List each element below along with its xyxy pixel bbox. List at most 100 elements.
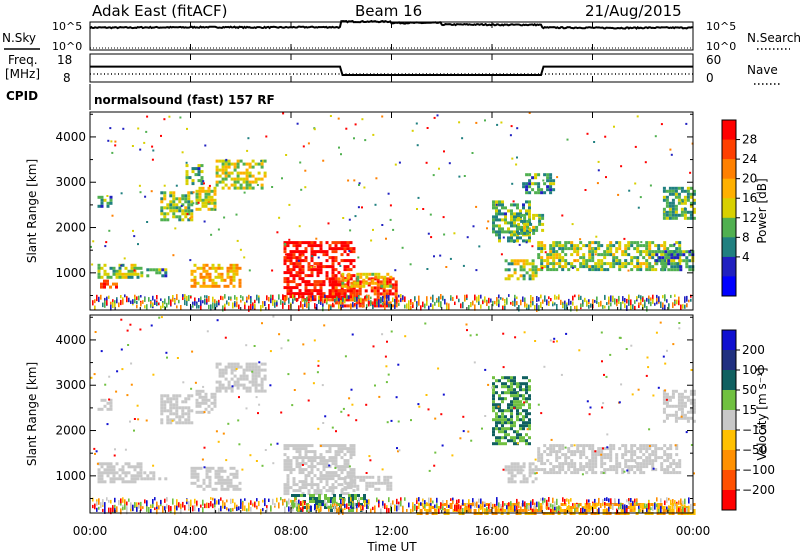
heatmap-cell	[675, 241, 679, 245]
noise-speck	[425, 161, 428, 164]
heatmap-cell	[341, 278, 345, 282]
heatmap-cell	[636, 241, 640, 245]
heatmap-cell	[152, 474, 156, 478]
heatmap-cell	[349, 274, 353, 278]
heatmap-cell	[319, 474, 323, 478]
heatmap-cell	[334, 286, 338, 290]
heatmap-cell	[340, 465, 344, 469]
heatmap-cell	[362, 278, 366, 282]
heatmap-cell	[133, 477, 137, 481]
noise-speck	[634, 507, 636, 511]
heatmap-cell	[245, 365, 249, 369]
heatmap-cell	[606, 453, 610, 457]
noise-speck	[536, 501, 538, 508]
noise-speck	[130, 300, 132, 304]
heatmap-cell	[193, 269, 197, 273]
noise-speck	[370, 239, 373, 242]
heatmap-cell	[501, 391, 504, 395]
noise-speck	[614, 498, 616, 504]
heatmap-cell	[648, 262, 652, 266]
heatmap-cell	[340, 259, 344, 263]
heatmap-cell	[668, 189, 672, 193]
heatmap-cell	[394, 304, 398, 308]
heatmap-cell	[645, 259, 649, 263]
heatmap-cell	[683, 416, 687, 420]
heatmap-cell	[660, 468, 664, 472]
heatmap-cell	[488, 509, 492, 512]
noise-speck	[206, 295, 208, 299]
noise-speck	[94, 305, 96, 309]
date-title: 21/Aug/2015	[585, 2, 682, 20]
heatmap-cell	[230, 371, 234, 375]
heatmap-cell	[630, 459, 634, 463]
noise-speck	[222, 296, 224, 301]
heatmap-cell	[190, 409, 194, 413]
noise-speck	[282, 502, 284, 506]
heatmap-cell	[236, 165, 240, 169]
heatmap-cell	[576, 250, 580, 254]
heatmap-cell	[532, 228, 536, 232]
heatmap-cell	[254, 389, 258, 393]
noise-speck	[540, 301, 542, 308]
noise-speck	[376, 497, 378, 502]
heatmap-cell	[263, 389, 267, 393]
heatmap-cell	[636, 268, 640, 272]
heatmap-cell	[236, 380, 240, 384]
heatmap-cell	[348, 494, 351, 497]
heatmap-cell	[495, 412, 498, 416]
noise-speck	[564, 303, 566, 311]
heatmap-cell	[352, 265, 356, 269]
heatmap-cell	[239, 171, 243, 175]
heatmap-cell	[651, 265, 655, 269]
noise-speck	[674, 500, 676, 504]
heatmap-cell	[522, 268, 526, 272]
heatmap-cell	[127, 275, 131, 279]
heatmap-cell	[558, 259, 562, 263]
heatmap-cell	[537, 185, 541, 189]
heatmap-cell	[516, 465, 520, 469]
noise-speck	[105, 241, 108, 244]
noise-speck	[554, 501, 556, 507]
heatmap-cell	[654, 453, 658, 457]
heatmap-cell	[573, 247, 577, 251]
heatmap-cell	[558, 247, 562, 251]
heatmap-cell	[546, 253, 550, 257]
heatmap-cell	[615, 250, 619, 254]
noise-speck	[623, 470, 626, 473]
heatmap-cell	[143, 477, 147, 481]
heatmap-cell	[662, 189, 666, 193]
noise-speck	[434, 451, 437, 454]
noise-speck	[626, 298, 628, 304]
noise-speck	[164, 298, 166, 305]
noise-speck	[248, 269, 251, 272]
heatmap-cell	[573, 244, 577, 248]
noise-speck	[338, 507, 340, 512]
noise-speck	[262, 508, 264, 512]
noise-speck	[558, 294, 560, 297]
heatmap-cell	[492, 382, 495, 386]
heatmap-cell	[187, 203, 191, 207]
heatmap-cell	[686, 186, 690, 190]
noise-speck	[304, 298, 306, 304]
noise-speck	[250, 298, 252, 304]
heatmap-cell	[169, 194, 173, 198]
heatmap-cell	[235, 266, 239, 270]
heatmap-cell	[525, 409, 528, 413]
heatmap-cell	[163, 212, 167, 216]
heatmap-cell	[513, 376, 516, 380]
noise-speck	[636, 115, 639, 118]
heatmap-cell	[349, 456, 353, 460]
heatmap-cell	[301, 486, 305, 490]
heatmap-cell	[526, 231, 530, 235]
noise-speck	[616, 298, 618, 303]
heatmap-cell	[175, 412, 179, 416]
heatmap-cell	[636, 259, 640, 263]
noise-speck	[640, 241, 643, 244]
heatmap-cell	[507, 268, 511, 272]
noise-speck	[139, 191, 142, 194]
heatmap-cell	[190, 481, 194, 485]
heatmap-cell	[328, 277, 332, 281]
heatmap-cell	[115, 285, 118, 289]
heatmap-cell	[115, 282, 118, 286]
heatmap-cell	[307, 483, 311, 487]
